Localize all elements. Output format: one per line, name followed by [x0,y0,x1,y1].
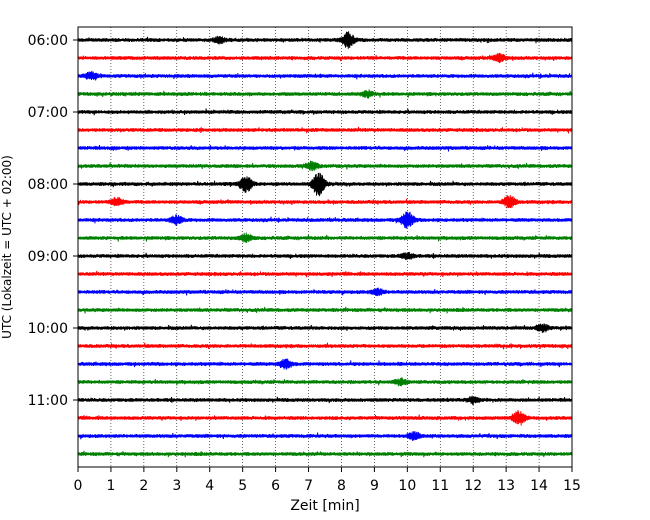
y-tick-label: 06:00 [28,33,68,49]
x-tick-label: 2 [139,478,148,494]
trace-0745 [77,160,573,172]
trace-0615 [77,52,573,64]
x-tick-label: 3 [172,478,181,494]
trace-0800 [77,172,573,197]
x-axis-label: Zeit [min] [290,498,359,514]
trace-0730 [77,144,573,152]
trace-1145 [77,450,573,458]
y-tick-label: 07:00 [28,105,68,121]
x-tick-label: 5 [238,478,247,494]
x-tick-label: 12 [464,478,482,494]
x-tick-label: 0 [74,478,83,494]
trace-1100 [77,395,573,405]
y-tick-label: 09:00 [28,249,68,265]
y-axis-label: UTC (Lokalzeit = UTC + 02:00) [0,155,14,339]
trace-0930 [77,287,573,297]
trace-0830 [77,211,573,229]
trace-1030 [77,358,573,370]
x-tick-label: 1 [106,478,115,494]
trace-1000 [77,323,573,333]
trace-0915 [77,270,573,278]
x-axis-ticks: 0 1 2 3 4 5 6 7 8 9 10 11 12 13 14 15 [74,467,581,494]
trace-0945 [77,306,573,314]
x-tick-label: 6 [271,478,280,494]
trace-0630 [77,70,573,81]
y-tick-label: 10:00 [28,321,68,337]
y-axis-ticks: 06:00 07:00 08:00 09:00 10:00 11:00 [28,33,78,409]
trace-1115 [77,410,573,426]
x-tick-label: 10 [398,478,416,494]
x-tick-label: 14 [530,478,548,494]
trace-0900 [77,251,573,261]
x-tick-label: 4 [205,478,214,494]
x-tick-label: 8 [337,478,346,494]
trace-0700 [77,108,573,116]
x-tick-label: 13 [497,478,515,494]
x-tick-label: 7 [304,478,313,494]
trace-1045 [77,377,573,387]
y-tick-label: 11:00 [28,393,68,409]
trace-0845 [77,232,573,243]
trace-0715 [77,126,573,134]
x-tick-label: 11 [431,478,449,494]
grid-lines [110,27,540,467]
trace-0815 [77,195,573,209]
trace-1015 [77,342,573,350]
y-tick-label: 08:00 [28,177,68,193]
x-tick-label: 9 [370,478,379,494]
traces [77,31,573,458]
trace-0600 [77,31,573,49]
x-tick-label: 15 [563,478,581,494]
trace-1130 [77,431,573,441]
trace-0645 [77,89,573,99]
plot-area [78,27,572,467]
plot-frame [77,26,573,468]
